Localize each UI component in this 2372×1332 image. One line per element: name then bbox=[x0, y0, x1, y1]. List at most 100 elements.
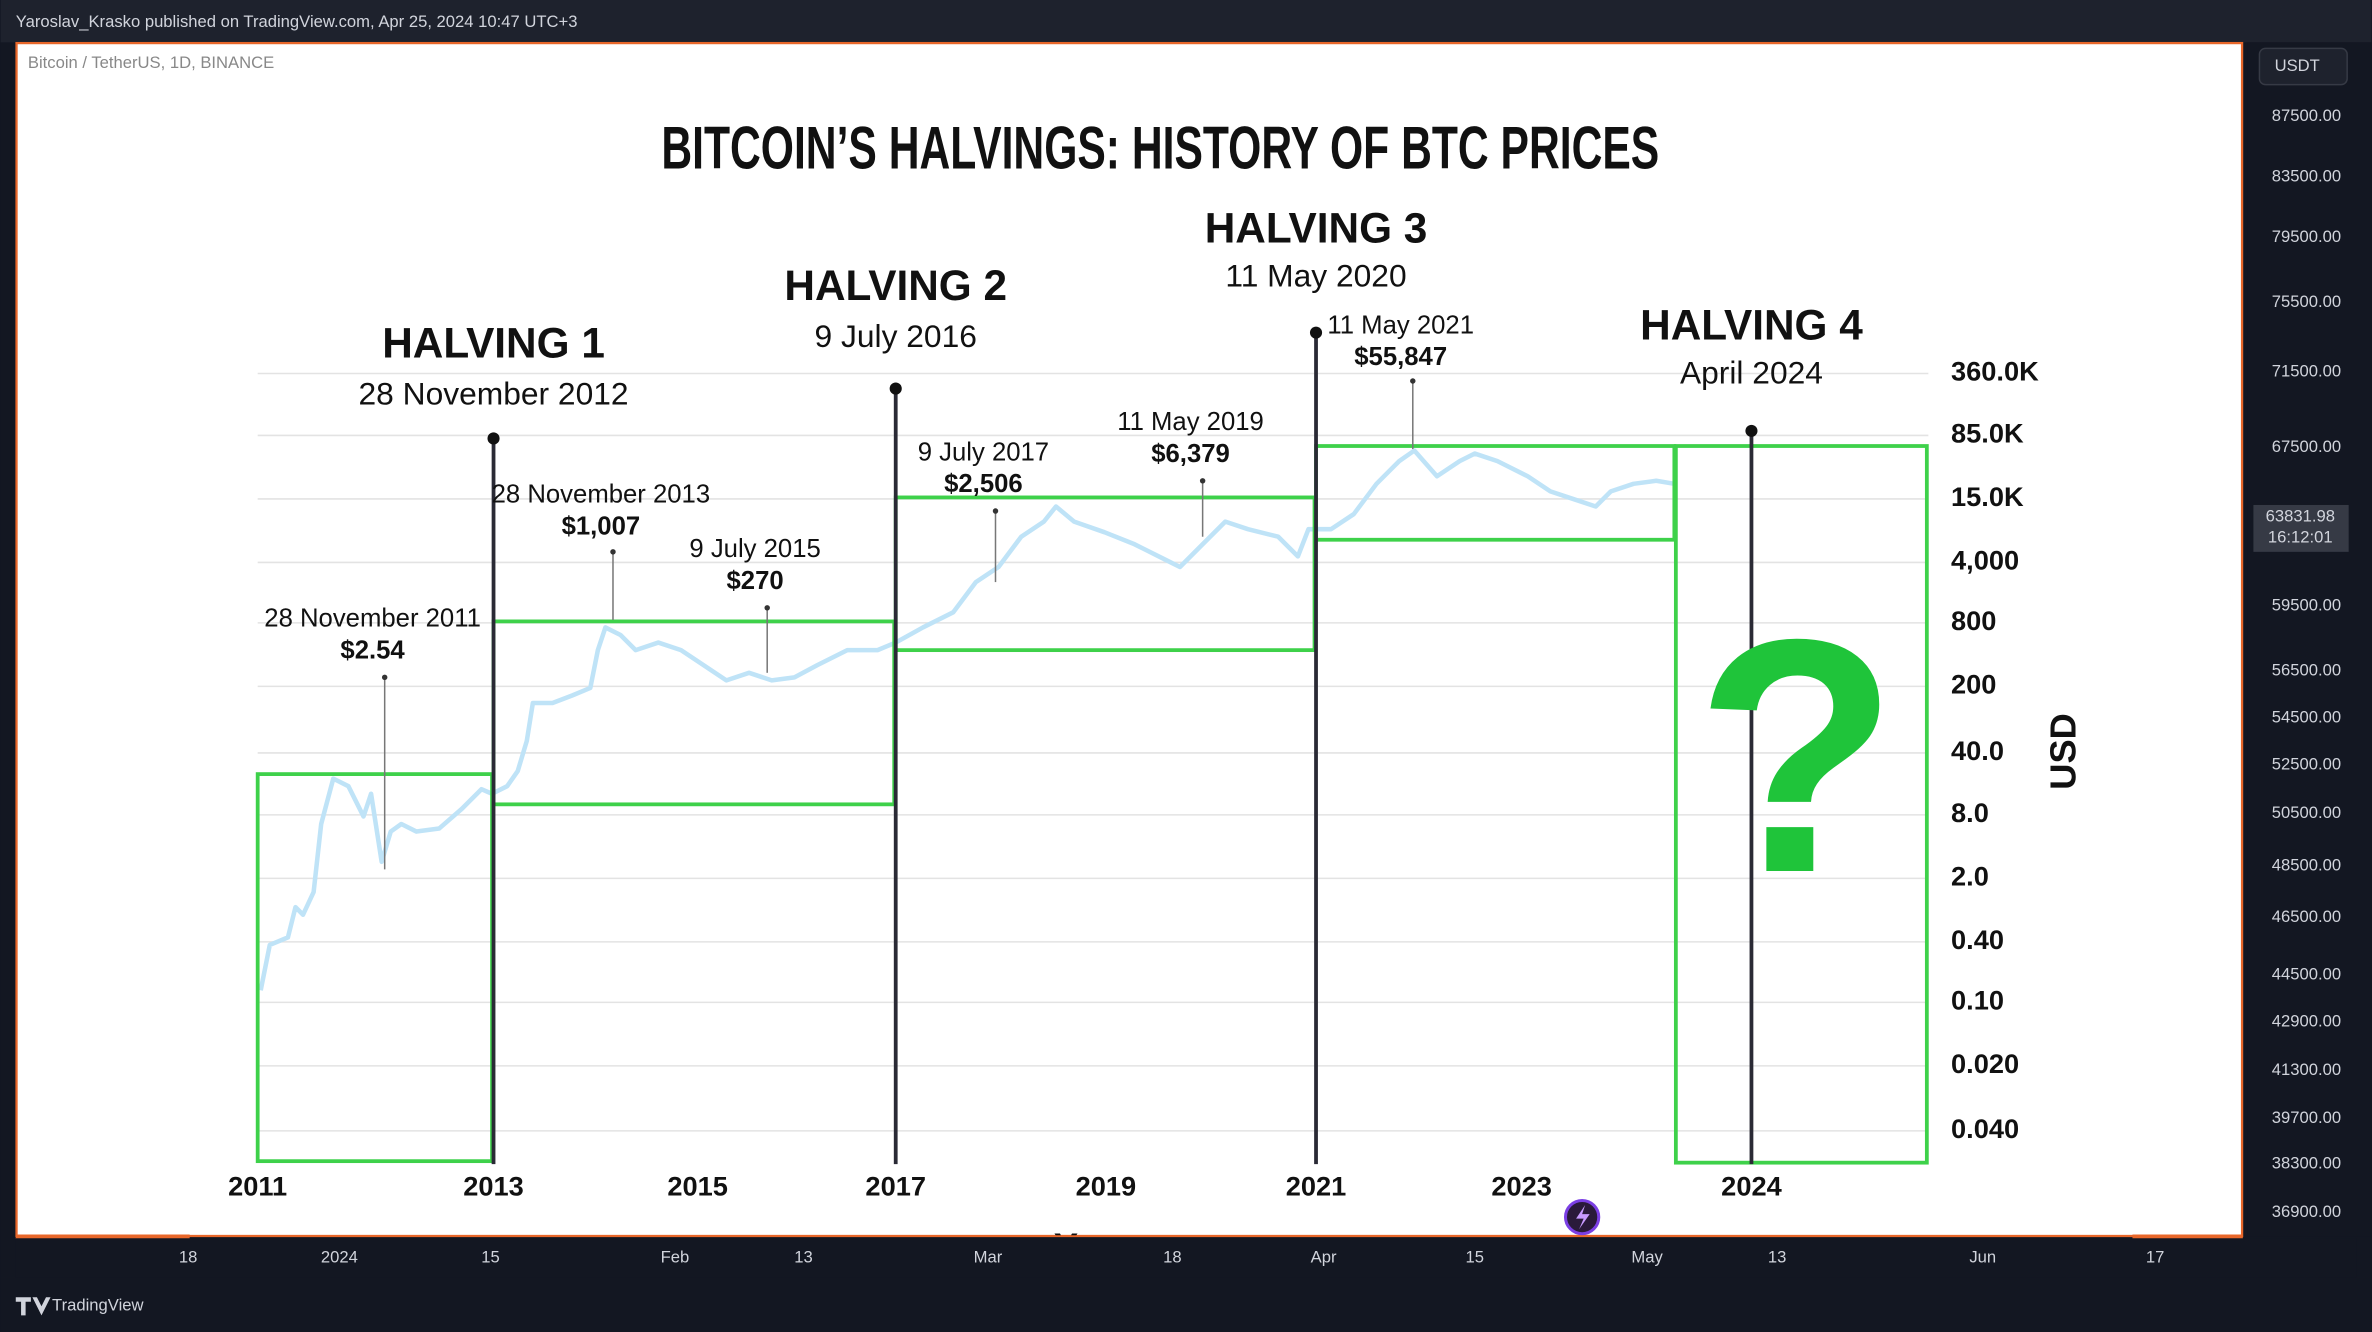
price-label: 56500.00 bbox=[2272, 661, 2341, 680]
halving-date: 11 May 2020 bbox=[1225, 258, 1406, 294]
time-label: Jun bbox=[1969, 1247, 1996, 1266]
y-axis-label: 0.10 bbox=[1951, 985, 2004, 1016]
halving-label: HALVING 1 bbox=[382, 319, 605, 366]
current-price-box bbox=[2253, 504, 2349, 552]
price-label: 54500.00 bbox=[2272, 708, 2341, 727]
y-axis-label: 4,000 bbox=[1951, 545, 2019, 576]
price-label: 67500.00 bbox=[2272, 437, 2341, 456]
annotation-price: $1,007 bbox=[562, 512, 641, 540]
halving-dot bbox=[1745, 424, 1758, 437]
annotation-dot bbox=[1410, 378, 1416, 384]
y-axis-label: 0.040 bbox=[1951, 1113, 2019, 1144]
price-label: 41300.00 bbox=[2272, 1060, 2341, 1079]
annotation-date: 9 July 2017 bbox=[918, 438, 1049, 466]
time-label: Apr bbox=[1311, 1247, 1337, 1266]
annotation-date: 11 May 2019 bbox=[1117, 408, 1264, 436]
y-axis-label: 0.020 bbox=[1951, 1048, 2019, 1079]
time-label: 2024 bbox=[321, 1247, 358, 1266]
time-label: 15 bbox=[1466, 1247, 1485, 1266]
halving-date: 28 November 2012 bbox=[359, 376, 629, 412]
price-label: 46500.00 bbox=[2272, 907, 2341, 926]
annotation-price: $2.54 bbox=[340, 636, 405, 664]
price-label: 44500.00 bbox=[2272, 965, 2341, 984]
y-axis-label: 0.40 bbox=[1951, 924, 2004, 955]
price-label: 48500.00 bbox=[2272, 856, 2341, 875]
annotation-date: 11 May 2021 bbox=[1327, 311, 1474, 339]
halving-label: HALVING 3 bbox=[1205, 205, 1428, 252]
price-label: 79500.00 bbox=[2272, 227, 2341, 246]
time-label: 13 bbox=[1768, 1247, 1787, 1266]
price-label: 42900.00 bbox=[2272, 1011, 2341, 1030]
y-axis-label: 2.0 bbox=[1951, 861, 1989, 892]
chart-image: Bitcoin / TetherUS, 1D, BINANCE BITCOIN’S… bbox=[28, 53, 2084, 1266]
halving-label: HALVING 2 bbox=[784, 262, 1007, 309]
annotation-date: 28 November 2013 bbox=[492, 481, 710, 509]
x-axis-label: 2019 bbox=[1076, 1171, 1137, 1202]
x-axis-label: 2015 bbox=[667, 1171, 728, 1202]
annotation-date: 9 July 2015 bbox=[689, 535, 820, 563]
y-axis-label: 40.0 bbox=[1951, 735, 2004, 766]
annotation-dot bbox=[381, 674, 388, 681]
halving-date: 9 July 2016 bbox=[815, 318, 977, 354]
currency-button[interactable] bbox=[2258, 47, 2348, 86]
x-axis-label: 2021 bbox=[1286, 1171, 1347, 1202]
y-axis-title: USD bbox=[2043, 713, 2084, 790]
annotation-dot bbox=[1199, 478, 1206, 484]
price-label: 38300.00 bbox=[2272, 1154, 2341, 1173]
time-label: May bbox=[1631, 1247, 1663, 1266]
brand-logo bbox=[15, 1297, 51, 1316]
y-axis-label: 800 bbox=[1951, 605, 1996, 636]
time-label: Feb bbox=[661, 1247, 690, 1266]
annotation-dot bbox=[992, 508, 999, 514]
currency[interactable]: USDT bbox=[2275, 56, 2320, 75]
annotation-price: $6,379 bbox=[1151, 440, 1230, 468]
halving-dot bbox=[1309, 326, 1323, 339]
time-label: 17 bbox=[2146, 1247, 2165, 1266]
time-label: Mar bbox=[974, 1247, 1003, 1266]
brand: TradingView bbox=[52, 1296, 144, 1315]
price-label: 71500.00 bbox=[2272, 361, 2341, 380]
time-axis bbox=[15, 1238, 2357, 1278]
y-axis-label: 15.0K bbox=[1951, 481, 2024, 512]
y-axis-label: 200 bbox=[1951, 669, 1996, 700]
current-price: 63831.98 bbox=[2266, 506, 2335, 525]
annotation-price: $2,506 bbox=[944, 470, 1023, 498]
x-axis-title: Year bbox=[1054, 1225, 1131, 1266]
y-axis-label: 8.0 bbox=[1951, 797, 1989, 828]
annotation-price: $270 bbox=[727, 567, 784, 595]
question-mark: ? bbox=[1695, 571, 1898, 942]
time-label: 15 bbox=[481, 1247, 500, 1266]
price-label: 39700.00 bbox=[2272, 1108, 2341, 1127]
price-label: 36900.00 bbox=[2272, 1202, 2341, 1221]
chart-pane bbox=[15, 41, 2244, 1238]
published-text: Yaroslav_Krasko published on TradingView… bbox=[16, 12, 578, 31]
annotation-dot bbox=[610, 549, 616, 555]
annotation-date: 28 November 2011 bbox=[264, 605, 481, 633]
annotation-dot bbox=[764, 605, 770, 611]
price-line bbox=[258, 448, 1675, 991]
halving-dot bbox=[487, 432, 500, 445]
x-axis-label: 2013 bbox=[463, 1171, 524, 1202]
y-axis-label: 85.0K bbox=[1951, 418, 2024, 449]
time-label: 18 bbox=[179, 1247, 198, 1266]
price-label: 59500.00 bbox=[2272, 596, 2341, 615]
annotation-price: $55,847 bbox=[1354, 343, 1447, 371]
top-bar bbox=[0, 0, 2372, 43]
halving-label: HALVING 4 bbox=[1640, 301, 1863, 348]
countdown: 16:12:01 bbox=[2268, 528, 2333, 547]
lightning-icon bbox=[1576, 1204, 1590, 1230]
time-label: 13 bbox=[794, 1247, 813, 1266]
price-label: 52500.00 bbox=[2272, 754, 2341, 773]
title: BITCOIN’S HALVINGS: HISTORY OF BTC PRICE… bbox=[661, 114, 1659, 182]
price-scale bbox=[2247, 42, 2372, 1237]
price-label: 75500.00 bbox=[2272, 292, 2341, 311]
price-label: 83500.00 bbox=[2272, 166, 2341, 185]
time-label: 18 bbox=[1163, 1247, 1182, 1266]
price-label: 50500.00 bbox=[2272, 803, 2341, 822]
halving-box bbox=[1673, 444, 1929, 1165]
x-axis-label: 2023 bbox=[1491, 1171, 1552, 1202]
y-axis-label: 360.0K bbox=[1951, 356, 2039, 387]
symbol: Bitcoin / TetherUS, 1D, BINANCE bbox=[28, 53, 274, 72]
x-axis-label: 2024 bbox=[1721, 1171, 1782, 1202]
